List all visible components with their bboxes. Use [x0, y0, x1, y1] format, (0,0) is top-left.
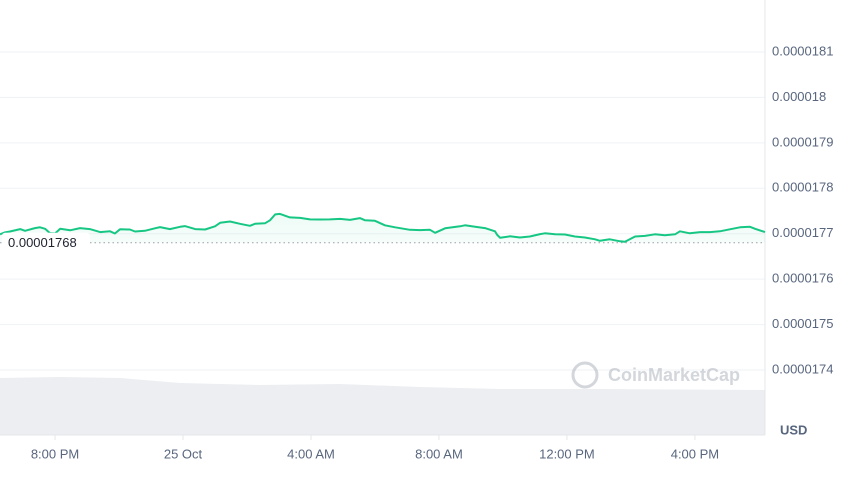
watermark: CoinMarketCap: [571, 361, 740, 389]
x-tick-label: 4:00 PM: [671, 446, 719, 461]
x-tick-label: 12:00 PM: [539, 446, 595, 461]
y-tick-label: 0.0000177: [772, 225, 833, 240]
y-tick-label: 0.0000175: [772, 316, 833, 331]
x-tick-label: 8:00 AM: [415, 446, 463, 461]
x-tick-label: 25 Oct: [164, 446, 203, 461]
baseline-label-bg: [2, 232, 90, 253]
y-tick-label: 0.0000178: [772, 180, 833, 195]
volume-area: [0, 377, 765, 435]
y-tick-label: 0.0000176: [772, 271, 833, 286]
y-tick-label: 0.0000174: [772, 361, 833, 376]
unit-label: USD: [780, 422, 807, 437]
x-tick-label: 4:00 AM: [287, 446, 335, 461]
price-area: [0, 213, 765, 243]
y-tick-label: 0.0000179: [772, 134, 833, 149]
watermark-logo: [571, 361, 599, 389]
baseline-label: 0.00001768: [8, 235, 77, 250]
watermark-text: CoinMarketCap: [608, 365, 740, 385]
y-tick-label: 0.000018: [772, 89, 826, 104]
x-tick-label: 8:00 PM: [31, 446, 79, 461]
price-line: [0, 212, 766, 243]
y-tick-label: 0.0000181: [772, 43, 833, 58]
